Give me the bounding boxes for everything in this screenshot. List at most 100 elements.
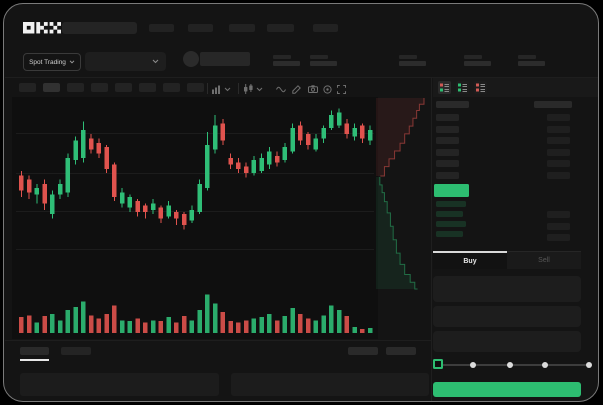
divider bbox=[5, 340, 431, 341]
market-mode-label: Spot Trading bbox=[29, 58, 66, 66]
settings-icon bbox=[323, 84, 332, 94]
chevron-down-icon bbox=[256, 87, 263, 91]
bid-price-bar[interactable] bbox=[436, 201, 466, 207]
nav-item[interactable] bbox=[149, 24, 174, 32]
bid-price-bar[interactable] bbox=[436, 211, 463, 217]
combined-book-icon[interactable] bbox=[438, 81, 451, 94]
wave-icon bbox=[276, 86, 286, 92]
market-mode-dropdown[interactable]: Spot Trading bbox=[23, 53, 81, 71]
chart-style-dropdown[interactable] bbox=[244, 84, 263, 94]
bid-amount-bar bbox=[547, 223, 570, 230]
pencil-icon bbox=[292, 84, 301, 94]
slider-handle[interactable] bbox=[433, 359, 443, 369]
tab-buy[interactable]: Buy bbox=[433, 251, 507, 269]
ticker-stat-value bbox=[399, 61, 426, 66]
camera-icon bbox=[308, 85, 318, 93]
chevron-down-icon bbox=[224, 87, 231, 91]
slider-stop-dot[interactable] bbox=[542, 362, 548, 368]
chart-settings-button[interactable] bbox=[323, 84, 332, 94]
gridline bbox=[16, 173, 374, 174]
active-tab-underline bbox=[20, 359, 49, 361]
orders-tab[interactable] bbox=[61, 347, 91, 355]
ask-price-bar[interactable] bbox=[436, 172, 459, 179]
chart-background bbox=[12, 97, 378, 339]
chevron-down-icon bbox=[69, 60, 75, 64]
interval-dropdown[interactable] bbox=[212, 84, 231, 94]
ask-amount-bar bbox=[547, 172, 570, 179]
ask-price-bar[interactable] bbox=[436, 125, 459, 133]
asks-only-glyph bbox=[476, 83, 485, 92]
ask-amount-bar bbox=[547, 137, 570, 145]
combined-book-glyph bbox=[440, 83, 449, 92]
bid-amount-bar bbox=[547, 211, 570, 218]
slider-stop-dot[interactable] bbox=[470, 362, 476, 368]
price-chart[interactable] bbox=[16, 98, 378, 290]
depth-profile bbox=[376, 98, 425, 290]
price-field[interactable] bbox=[433, 276, 581, 302]
slider-stop-dot[interactable] bbox=[586, 362, 592, 368]
bid-amount-bar bbox=[547, 234, 570, 241]
bids-only-icon[interactable] bbox=[456, 81, 469, 94]
ticker-stat-label bbox=[310, 55, 328, 59]
bid-price-bar[interactable] bbox=[436, 231, 463, 237]
slider-stop-dot[interactable] bbox=[507, 362, 513, 368]
ask-price-bar[interactable] bbox=[436, 148, 459, 156]
coin-icon bbox=[183, 51, 199, 67]
screenshot-button[interactable] bbox=[308, 84, 318, 94]
pair-selector-dropdown[interactable] bbox=[85, 52, 166, 71]
buy-submit-button[interactable] bbox=[433, 382, 581, 397]
chevron-down-icon bbox=[152, 59, 159, 64]
orders-panel bbox=[20, 373, 219, 396]
ask-amount-bar bbox=[547, 114, 570, 121]
bar-chart-icon bbox=[212, 85, 220, 94]
orders-panel bbox=[231, 373, 429, 396]
timeframe-button[interactable] bbox=[91, 83, 108, 92]
orders-filter[interactable] bbox=[348, 347, 378, 355]
sell-tab-label: Sell bbox=[538, 257, 550, 264]
ticker-stat-value bbox=[273, 61, 300, 66]
timeframe-button[interactable] bbox=[187, 83, 204, 92]
bid-price-bar[interactable] bbox=[436, 221, 466, 227]
nav-item[interactable] bbox=[267, 24, 294, 32]
pair-name-placeholder[interactable] bbox=[200, 52, 250, 66]
candlestick-icon bbox=[244, 84, 253, 94]
fullscreen-button[interactable] bbox=[337, 84, 346, 94]
timeframe-button[interactable] bbox=[67, 83, 84, 92]
search-input[interactable] bbox=[62, 22, 137, 34]
gridline bbox=[16, 133, 374, 134]
nav-item[interactable] bbox=[188, 24, 213, 32]
ask-price-bar[interactable] bbox=[436, 160, 459, 168]
ask-price-bar[interactable] bbox=[436, 114, 459, 121]
bids-only-glyph bbox=[458, 83, 467, 92]
divider bbox=[431, 77, 432, 401]
timeframe-button[interactable] bbox=[19, 83, 36, 92]
amount-field[interactable] bbox=[433, 306, 581, 327]
orderbook-col-header bbox=[436, 101, 469, 108]
total-field[interactable] bbox=[433, 331, 581, 352]
timeframe-button[interactable] bbox=[115, 83, 132, 92]
gridline bbox=[16, 249, 374, 250]
buy-tab-label: Buy bbox=[463, 257, 477, 265]
ticker-stat-value bbox=[310, 61, 337, 66]
ask-amount-bar bbox=[547, 160, 570, 168]
nav-item[interactable] bbox=[229, 24, 255, 32]
ticker-stat-label bbox=[464, 55, 482, 59]
draw-tool-button[interactable] bbox=[292, 84, 301, 94]
okx-logo[interactable] bbox=[23, 22, 61, 34]
last-price-bar[interactable] bbox=[434, 184, 469, 197]
line-tool-button[interactable] bbox=[276, 84, 286, 94]
tab-sell[interactable]: Sell bbox=[507, 251, 581, 269]
timeframe-button[interactable] bbox=[139, 83, 156, 92]
ask-price-bar[interactable] bbox=[436, 137, 459, 145]
ask-amount-bar bbox=[547, 148, 570, 156]
orderbook-col-header bbox=[534, 101, 572, 108]
orders-tab-active[interactable] bbox=[20, 347, 49, 355]
timeframe-button[interactable] bbox=[163, 83, 180, 92]
orders-filter[interactable] bbox=[386, 347, 416, 355]
nav-item[interactable] bbox=[313, 24, 338, 32]
asks-only-icon[interactable] bbox=[474, 81, 487, 94]
timeframe-button[interactable] bbox=[43, 83, 60, 92]
fullscreen-icon bbox=[337, 84, 346, 94]
ticker-stat-value bbox=[464, 61, 491, 66]
